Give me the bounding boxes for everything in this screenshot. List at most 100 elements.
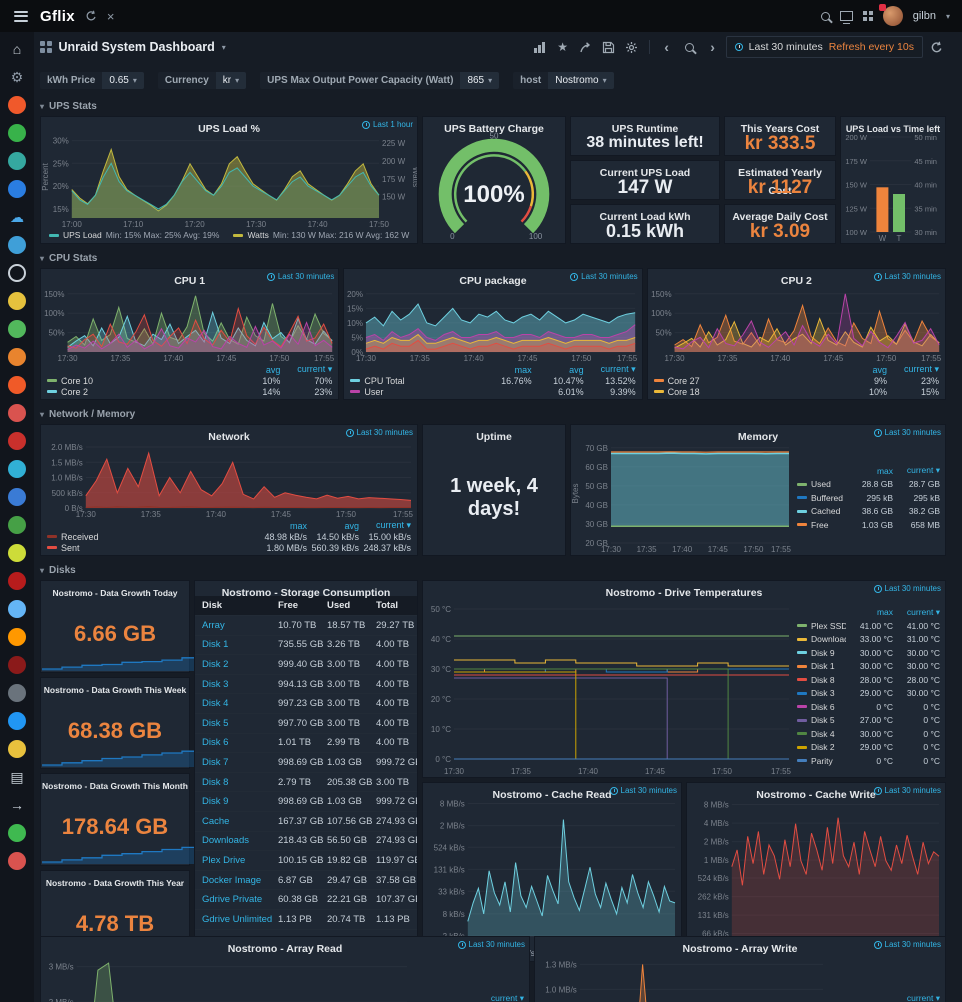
share-dashboard-button[interactable] (576, 36, 596, 58)
variable-value-dropdown[interactable]: 0.65 ▾ (102, 71, 144, 89)
legend-series-toggle[interactable]: Cached (797, 506, 846, 516)
menu-icon[interactable] (12, 6, 30, 26)
cpu-package-chart[interactable]: 20% 15% 10% 5% 0%17:30 17:35 17:40 17:45 17:50 17… (344, 284, 641, 364)
sidebar-app-flame-icon[interactable] (8, 376, 26, 394)
apps-grid-icon[interactable] (862, 11, 873, 21)
cache-read-chart[interactable]: 8 MB/s 2 MB/s 524 kB/s 131 kB/s 33 kB/s 8 kB/… (423, 798, 681, 948)
legend-series-toggle[interactable]: Buffered (797, 493, 846, 503)
disk-name-link[interactable]: Gdrive Private (202, 894, 263, 906)
legend-sort-max[interactable]: max (289, 520, 307, 531)
zoom-out-button[interactable] (680, 36, 700, 58)
legend-series-toggle[interactable]: User (350, 387, 479, 397)
sidebar-cloud-icon[interactable]: ☁ (10, 209, 24, 225)
user-menu-caret-icon[interactable]: ▾ (945, 11, 950, 21)
legend-series-toggle[interactable]: Core 18 (653, 387, 835, 397)
disk-name-link[interactable]: Disk 9 (202, 796, 229, 808)
panel-title[interactable]: Nostromo - Array Write (682, 943, 798, 955)
legend-sort-current[interactable]: current ▾ (903, 364, 939, 374)
panel-title[interactable]: Nostromo - Array Read (227, 943, 343, 955)
legend-series-toggle[interactable]: Downloads (797, 634, 846, 644)
panel-title[interactable]: UPS Load vs Time left (845, 124, 941, 134)
disk-name-link[interactable]: Disk 8 (202, 776, 229, 788)
sidebar-app-gray-icon[interactable] (8, 684, 26, 702)
legend-sort-current[interactable]: current ▾ (906, 606, 940, 617)
legend-series-toggle[interactable]: Disk 3 (797, 688, 846, 698)
sidebar-app-blue-icon[interactable] (8, 180, 26, 198)
time-forward-button[interactable]: › (710, 39, 715, 55)
legend-series-toggle[interactable]: Sent (47, 543, 255, 553)
panel-title[interactable]: Nostromo - Data Growth Today (52, 588, 178, 598)
drive-temperatures-chart[interactable]: 50 °C 40 °C 30 °C 20 °C 10 °C 0 °C 17:30 17:35 1… (423, 596, 795, 777)
column-header[interactable]: Disk (202, 600, 223, 611)
sidebar-app-orange2-icon[interactable] (8, 628, 26, 646)
legend-series-toggle[interactable]: Core 27 (653, 376, 835, 386)
panel-time-badge[interactable]: Last 30 minutes (457, 940, 525, 949)
panel-title[interactable]: Nostromo - Data Growth This Month (42, 781, 188, 791)
panel-time-badge[interactable]: Last 30 minutes (609, 786, 677, 795)
row-header-ups-stats[interactable]: ▾ UPS Stats (40, 99, 946, 113)
time-back-button[interactable]: ‹ (664, 39, 669, 55)
sidebar-app-gold-icon[interactable] (8, 740, 26, 758)
legend-series-toggle[interactable]: Core 2 (47, 387, 228, 397)
dashboard-picker[interactable]: Unraid System Dashboard ▾ (40, 40, 226, 54)
legend-sort-current[interactable]: current ▾ (906, 992, 940, 1002)
sidebar-app-github-icon[interactable] (8, 824, 26, 842)
column-header[interactable]: Used (327, 600, 351, 611)
legend-series-toggle[interactable]: Disk 1 (797, 661, 846, 671)
sidebar-user-icon[interactable] (8, 264, 26, 282)
panel-title[interactable]: Average Daily Cost (732, 211, 828, 223)
legend-series-toggle[interactable]: Plex SSD (797, 621, 846, 631)
legend-series-toggle[interactable]: Core 10 (47, 376, 228, 386)
dashboard-caret-icon[interactable]: ▾ (221, 42, 226, 52)
panel-title[interactable]: Current Load kWh (599, 211, 691, 223)
legend-series-toggle[interactable]: Disk 4 (797, 729, 846, 739)
disk-name-link[interactable]: Plex Drive (202, 854, 246, 866)
legend-series-toggle[interactable]: Watts Min: 130 W Max: 216 W Avg: 162 W (233, 230, 409, 240)
sidebar-app-green2-icon[interactable] (8, 320, 26, 338)
disk-name-link[interactable]: Disk 4 (202, 698, 229, 710)
save-dashboard-button[interactable] (599, 36, 619, 58)
sidebar-home-icon[interactable]: ⌂ (12, 41, 22, 57)
legend-sort-current[interactable]: current ▾ (490, 992, 524, 1002)
user-avatar[interactable] (878, 4, 903, 26)
array-write-chart[interactable]: 1.3 MB/s1.0 MB/s666 kB/s333 kB/s0 B/s17:… (535, 952, 829, 1002)
array-read-chart[interactable]: 3 MB/s2 MB/s1 MB/s0 B/s17:3017:3517:4017… (41, 952, 413, 1002)
panel-time-badge[interactable]: Last 30 minutes (873, 272, 941, 281)
cpu2-chart[interactable]: 150% 100% 50% 17:30 17:35 17:40 17:45 17:50 17:5… (648, 284, 945, 364)
panel-time-badge[interactable]: Last 30 minutes (266, 272, 334, 281)
sidebar-app-cyan-icon[interactable] (8, 460, 26, 478)
star-dashboard-button[interactable]: ★ (557, 40, 569, 54)
sidebar-signout-icon[interactable]: → (10, 797, 24, 813)
legend-series-toggle[interactable]: UPS Load Min: 15% Max: 25% Avg: 19% (49, 230, 219, 240)
sidebar-app-search-icon[interactable] (8, 236, 26, 254)
panel-title[interactable]: Network (208, 431, 250, 443)
ups-load-vs-time-chart[interactable]: 200 W 175 W 150 W 125 W 100 W 50 min 45 min 40 … (841, 132, 945, 243)
disk-name-link[interactable]: Disk 2 (202, 658, 229, 670)
disk-name-link[interactable]: Disk 6 (202, 737, 229, 749)
panel-title[interactable]: Uptime (476, 431, 512, 443)
legend-sort-avg[interactable]: avg (569, 364, 584, 375)
row-header-disks[interactable]: ▾ Disks (40, 563, 946, 577)
legend-series-toggle[interactable]: Parity (797, 756, 846, 766)
panel-time-badge[interactable]: Last 30 minutes (873, 428, 941, 437)
refresh-button[interactable] (926, 36, 946, 58)
sidebar-app-orange-icon[interactable] (8, 348, 26, 366)
column-header[interactable]: Total (376, 600, 398, 611)
time-picker[interactable]: Last 30 minutes Refresh every 10s (725, 36, 923, 58)
legend-sort-current[interactable]: current ▾ (906, 465, 940, 475)
sidebar-app-lightblue-icon[interactable] (8, 600, 26, 618)
legend-sort-max[interactable]: max (876, 607, 893, 618)
disk-name-link[interactable]: Cache (202, 815, 230, 827)
legend-sort-avg[interactable]: avg (344, 520, 359, 531)
legend-sort-avg[interactable]: avg (872, 364, 887, 375)
dashboard-settings-button[interactable] (622, 36, 642, 58)
sidebar-app-maroon-icon[interactable] (8, 656, 26, 674)
disk-name-link[interactable]: Disk 1 (202, 639, 229, 651)
dashboard-title[interactable]: Unraid System Dashboard (58, 40, 215, 54)
legend-series-toggle[interactable]: Received (47, 532, 255, 542)
panel-title[interactable]: CPU package (459, 275, 527, 287)
panel-title[interactable]: This Years Cost (740, 123, 820, 135)
row-header-cpu-stats[interactable]: ▾ CPU Stats (40, 251, 946, 265)
legend-series-toggle[interactable]: CPU Total (350, 376, 479, 386)
